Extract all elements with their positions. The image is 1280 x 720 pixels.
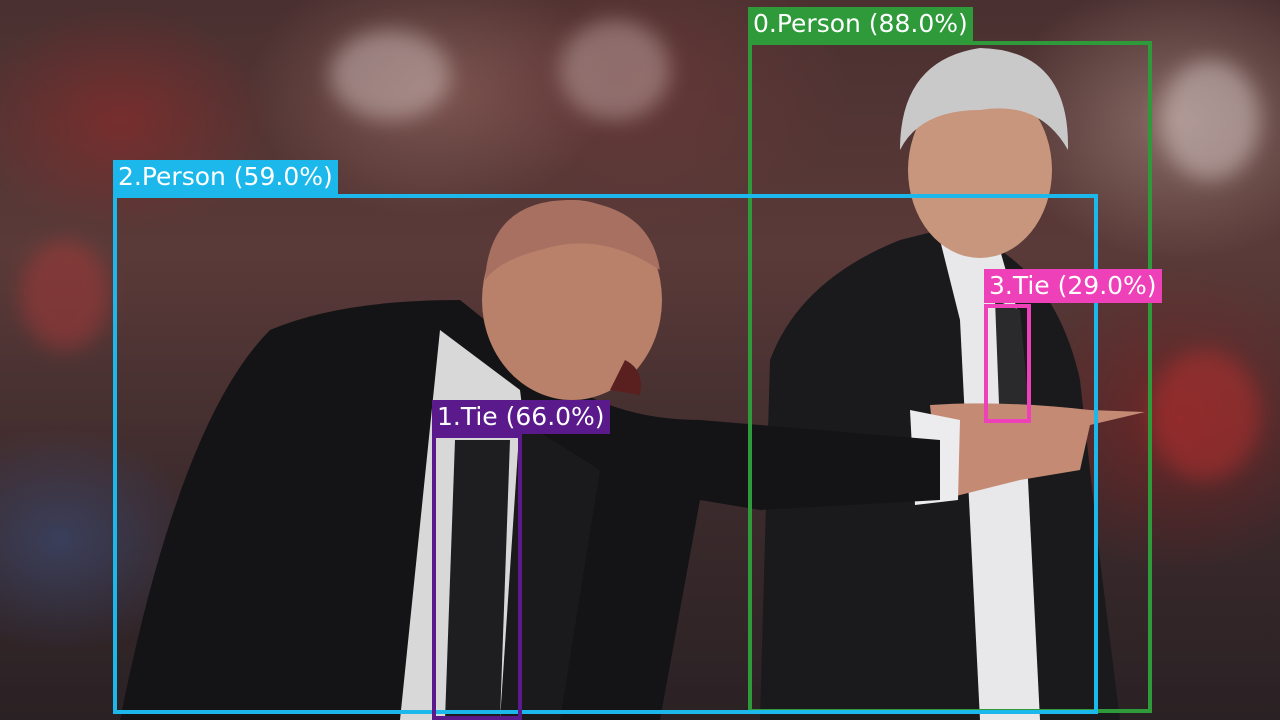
bokeh-light: [1150, 350, 1260, 480]
label-tie-3: 3.Tie (29.0%): [984, 269, 1162, 303]
bokeh-light: [1160, 60, 1260, 180]
label-person-0: 0.Person (88.0%): [748, 7, 973, 41]
label-person-2: 2.Person (59.0%): [113, 160, 338, 194]
bbox-person-2: [113, 194, 1098, 714]
bokeh-light: [330, 30, 450, 120]
bokeh-light: [20, 240, 110, 350]
bokeh-light: [560, 20, 670, 120]
label-tie-1: 1.Tie (66.0%): [432, 400, 610, 434]
bbox-tie-1: [432, 434, 522, 720]
bbox-tie-3: [984, 304, 1031, 423]
